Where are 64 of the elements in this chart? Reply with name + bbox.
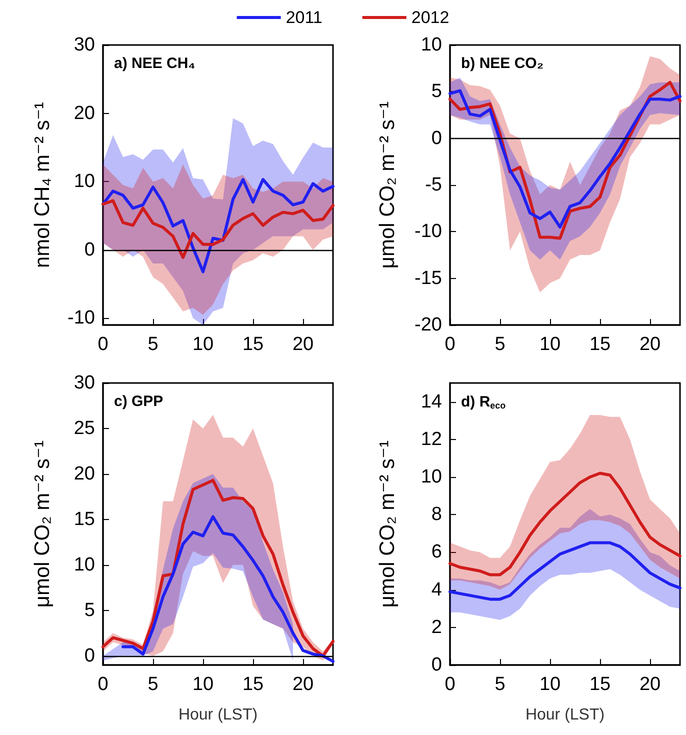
y-tick-label: 14 [420, 391, 442, 412]
line-series [448, 472, 682, 576]
x-axis-title: Hour (LST) [178, 706, 258, 724]
text: d) Reco [461, 393, 506, 410]
x-tick-label: 20 [639, 334, 661, 355]
x-tick-label: 15 [589, 334, 611, 355]
y-tick-label: 2 [431, 616, 442, 638]
y-tick-label: 20 [74, 463, 95, 484]
y-tick-label: 10 [74, 554, 95, 576]
y-tick-label: 6 [431, 542, 442, 563]
y-axis-title: μmol CO₂ m⁻² s⁻¹ [31, 440, 54, 608]
y-tick-label: 30 [74, 34, 95, 56]
text: a) NEE CH₄ [114, 55, 196, 72]
y-tick-label: 0 [431, 128, 442, 149]
legend-label: 2011 [286, 8, 322, 27]
text: b) NEE CO₂ [461, 55, 544, 72]
y-tick-label: -15 [414, 268, 442, 289]
x-tick-label: 15 [242, 674, 264, 695]
x-axis-title: Hour (LST) [525, 706, 605, 724]
y-tick-label: 5 [84, 600, 95, 621]
x-tick-label: 15 [242, 334, 264, 355]
x-tick-label: 20 [639, 674, 661, 695]
y-tick-label: 25 [74, 418, 95, 439]
x-tick-label: 0 [98, 674, 108, 695]
y-tick-label: 10 [420, 466, 442, 488]
y-tick-label: 4 [431, 579, 442, 600]
y-tick-label: -20 [414, 314, 442, 336]
y-tick-label: 30 [74, 372, 95, 394]
y-tick-label: -10 [68, 308, 95, 329]
y-axis-title: nmol CH₄ m⁻² s⁻¹ [31, 102, 54, 268]
x-tick-label: 10 [192, 674, 214, 695]
y-tick-label: 10 [74, 171, 95, 192]
y-tick-label: -10 [414, 221, 442, 242]
y-axis-title: μmol CO₂ m⁻² s⁻¹ [376, 101, 399, 269]
y-tick-label: -5 [425, 174, 442, 196]
x-tick-label: 10 [539, 334, 561, 355]
y-tick-label: 0 [84, 239, 95, 260]
y-tick-label: 12 [420, 428, 442, 450]
x-tick-label: 20 [292, 334, 314, 355]
x-tick-label: 0 [444, 674, 456, 695]
x-tick-label: 10 [192, 334, 214, 355]
y-tick-label: 5 [431, 81, 442, 102]
x-tick-label: 5 [148, 674, 158, 695]
y-tick-label: 0 [431, 654, 442, 676]
y-tick-label: 10 [420, 34, 442, 56]
x-tick-label: 5 [494, 334, 506, 355]
x-tick-label: 20 [292, 674, 314, 695]
line-series [102, 199, 334, 259]
text: c) GPP [114, 393, 164, 410]
y-axis-title: μmol CO₂ m⁻² s⁻¹ [376, 440, 399, 608]
y-tick-label: 15 [74, 508, 95, 530]
line-series [122, 515, 334, 663]
x-tick-label: 10 [539, 674, 561, 695]
line-series [102, 178, 334, 274]
y-tick-label: 20 [74, 102, 95, 124]
line-series [448, 541, 682, 601]
x-tick-label: 15 [589, 674, 611, 695]
x-tick-label: 0 [444, 334, 456, 355]
legend-label: 2012 [411, 8, 450, 27]
x-tick-label: 5 [494, 674, 506, 695]
x-tick-label: 0 [98, 334, 108, 355]
x-tick-label: 5 [148, 334, 158, 355]
y-tick-label: 8 [431, 504, 442, 526]
y-tick-label: 0 [84, 645, 95, 666]
